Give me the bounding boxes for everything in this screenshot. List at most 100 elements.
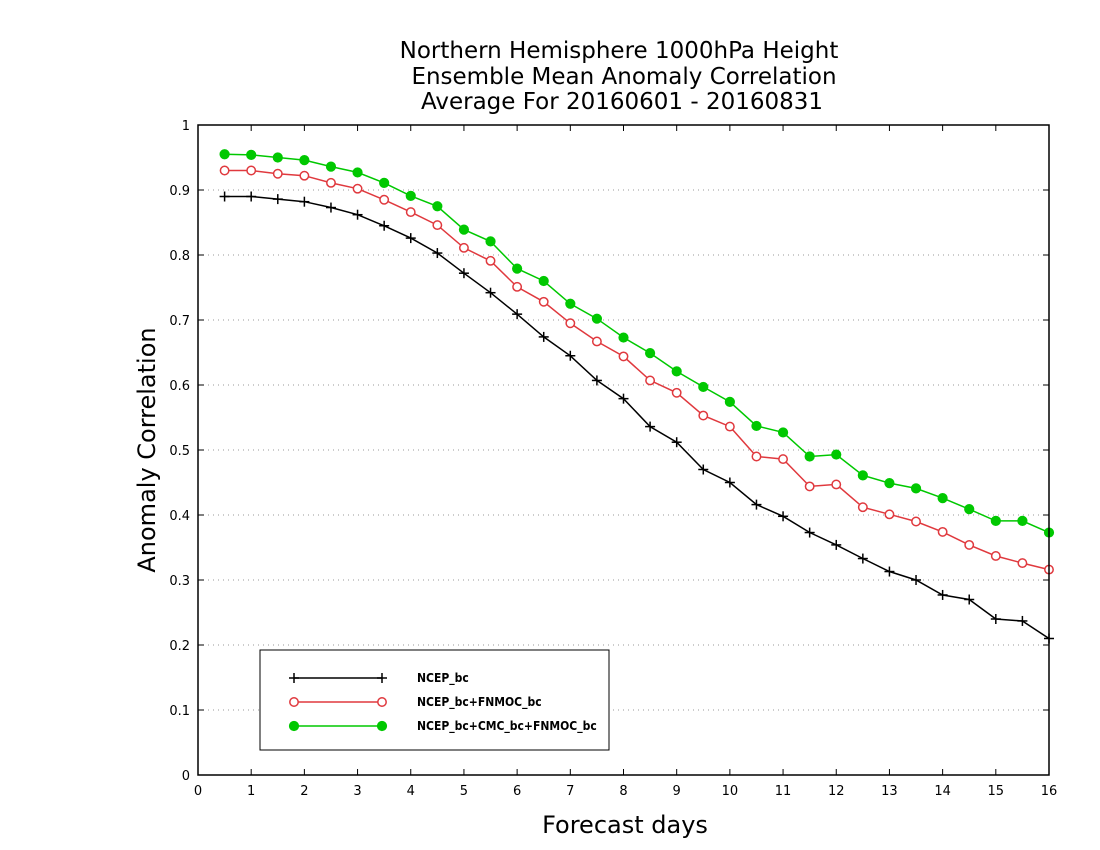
x-tick-label: 7 xyxy=(566,784,574,799)
filled-circle-marker xyxy=(751,420,762,432)
plus-marker xyxy=(778,511,789,522)
open-circle-marker xyxy=(219,165,230,176)
plus-marker xyxy=(565,350,576,361)
filled-circle-marker xyxy=(405,190,416,201)
open-circle-marker xyxy=(432,220,443,231)
filled-circle-marker xyxy=(831,449,842,460)
plus-marker xyxy=(698,464,709,475)
y-axis-label: Anomaly Correlation xyxy=(133,327,161,572)
x-tick-label: 13 xyxy=(881,784,898,799)
x-tick-label: 5 xyxy=(460,784,468,799)
open-circle-marker xyxy=(937,526,948,537)
plus-marker xyxy=(458,268,469,279)
plus-marker xyxy=(831,539,842,550)
filled-circle-marker xyxy=(777,427,789,438)
filled-circle-marker xyxy=(325,161,337,172)
plus-marker xyxy=(884,566,895,577)
filled-circle-marker xyxy=(299,155,310,166)
plus-marker xyxy=(618,393,629,404)
open-circle-marker xyxy=(911,516,921,527)
filled-circle-marker xyxy=(724,396,735,407)
filled-circle-marker xyxy=(857,470,868,481)
filled-circle-marker xyxy=(910,483,922,494)
open-circle-marker xyxy=(618,351,629,362)
plus-marker xyxy=(964,594,975,605)
open-circle-marker xyxy=(1017,558,1028,569)
x-tick-label: 8 xyxy=(619,784,627,799)
y-tick-label: 0 xyxy=(182,769,190,784)
legend-label: NCEP_bc xyxy=(417,671,469,686)
plus-marker xyxy=(671,437,682,448)
y-tick-label: 0.5 xyxy=(169,444,190,459)
filled-circle-marker xyxy=(379,177,390,188)
open-circle-marker xyxy=(377,697,387,707)
plus-marker xyxy=(325,202,336,213)
open-circle-marker xyxy=(565,318,576,329)
x-tick-label: 15 xyxy=(988,784,1005,799)
filled-circle-marker xyxy=(964,504,975,515)
plus-marker xyxy=(591,375,602,386)
plus-marker xyxy=(937,589,948,600)
legend-label: NCEP_bc+CMC_bc+FNMOC_bc xyxy=(417,719,597,734)
filled-circle-marker xyxy=(1017,515,1028,526)
filled-circle-marker xyxy=(538,275,549,287)
y-tick-label: 0.3 xyxy=(169,574,190,589)
plus-marker xyxy=(299,196,310,207)
x-tick-label: 11 xyxy=(775,784,792,799)
filled-circle-marker xyxy=(937,493,948,504)
filled-circle-marker xyxy=(485,236,496,247)
plus-marker xyxy=(379,220,390,231)
legend-box xyxy=(259,649,610,751)
open-circle-marker xyxy=(884,509,895,520)
y-tick-label: 0.9 xyxy=(169,184,190,199)
series-ncep-bc-cmc-bc-fnmoc-bc xyxy=(219,149,1055,538)
open-circle-marker xyxy=(458,242,469,253)
chart-title-line-3: Average For 20160601 - 20160831 xyxy=(421,89,823,115)
filled-circle-marker xyxy=(376,720,388,732)
filled-circle-marker xyxy=(884,478,895,489)
x-tick-label: 1 xyxy=(247,784,255,799)
open-circle-marker xyxy=(724,421,735,432)
x-tick-label: 14 xyxy=(934,784,951,799)
open-circle-marker xyxy=(299,170,310,181)
x-tick-label: 10 xyxy=(722,784,739,799)
plus-marker xyxy=(538,331,549,342)
open-circle-marker xyxy=(778,454,789,465)
y-tick-label: 0.7 xyxy=(169,314,190,329)
plus-marker xyxy=(1017,615,1028,626)
open-circle-marker xyxy=(352,183,363,194)
axis-ticks: 00.10.20.30.40.50.60.70.80.910 1 2 3 4 5 6 7 8 9 1… xyxy=(169,119,1057,799)
chart-title-line-2: Ensemble Mean Anomaly Correlation xyxy=(411,64,836,90)
plus-marker xyxy=(432,248,443,259)
filled-circle-marker xyxy=(698,381,709,393)
open-circle-marker xyxy=(289,697,299,707)
plus-marker xyxy=(272,194,283,205)
open-circle-marker xyxy=(857,502,868,513)
open-circle-marker xyxy=(964,539,975,550)
filled-circle-marker xyxy=(565,298,576,309)
filled-circle-marker xyxy=(671,366,682,377)
plus-marker xyxy=(246,191,257,202)
open-circle-marker xyxy=(326,177,336,188)
x-tick-label: 2 xyxy=(300,784,308,799)
filled-circle-marker xyxy=(352,167,363,178)
plus-marker xyxy=(289,673,299,683)
open-circle-marker xyxy=(990,551,1001,561)
plus-marker xyxy=(219,191,230,202)
open-circle-marker xyxy=(698,410,709,421)
series-group xyxy=(219,149,1055,644)
filled-circle-marker xyxy=(219,149,230,160)
series-ncep-bc-fnmoc-bc xyxy=(219,165,1054,575)
open-circle-marker xyxy=(671,387,682,398)
filled-circle-marker xyxy=(591,313,603,324)
legend-label: NCEP_bc+FNMOC_bc xyxy=(417,695,542,710)
x-tick-label: 3 xyxy=(353,784,361,799)
plus-marker xyxy=(990,614,1001,624)
gridlines xyxy=(198,189,1049,711)
open-circle-marker xyxy=(831,479,842,490)
open-circle-marker xyxy=(379,194,390,205)
filled-circle-marker xyxy=(618,332,629,343)
y-tick-label: 1 xyxy=(182,119,190,134)
y-tick-label: 0.4 xyxy=(169,509,190,524)
series-line xyxy=(224,153,1050,534)
